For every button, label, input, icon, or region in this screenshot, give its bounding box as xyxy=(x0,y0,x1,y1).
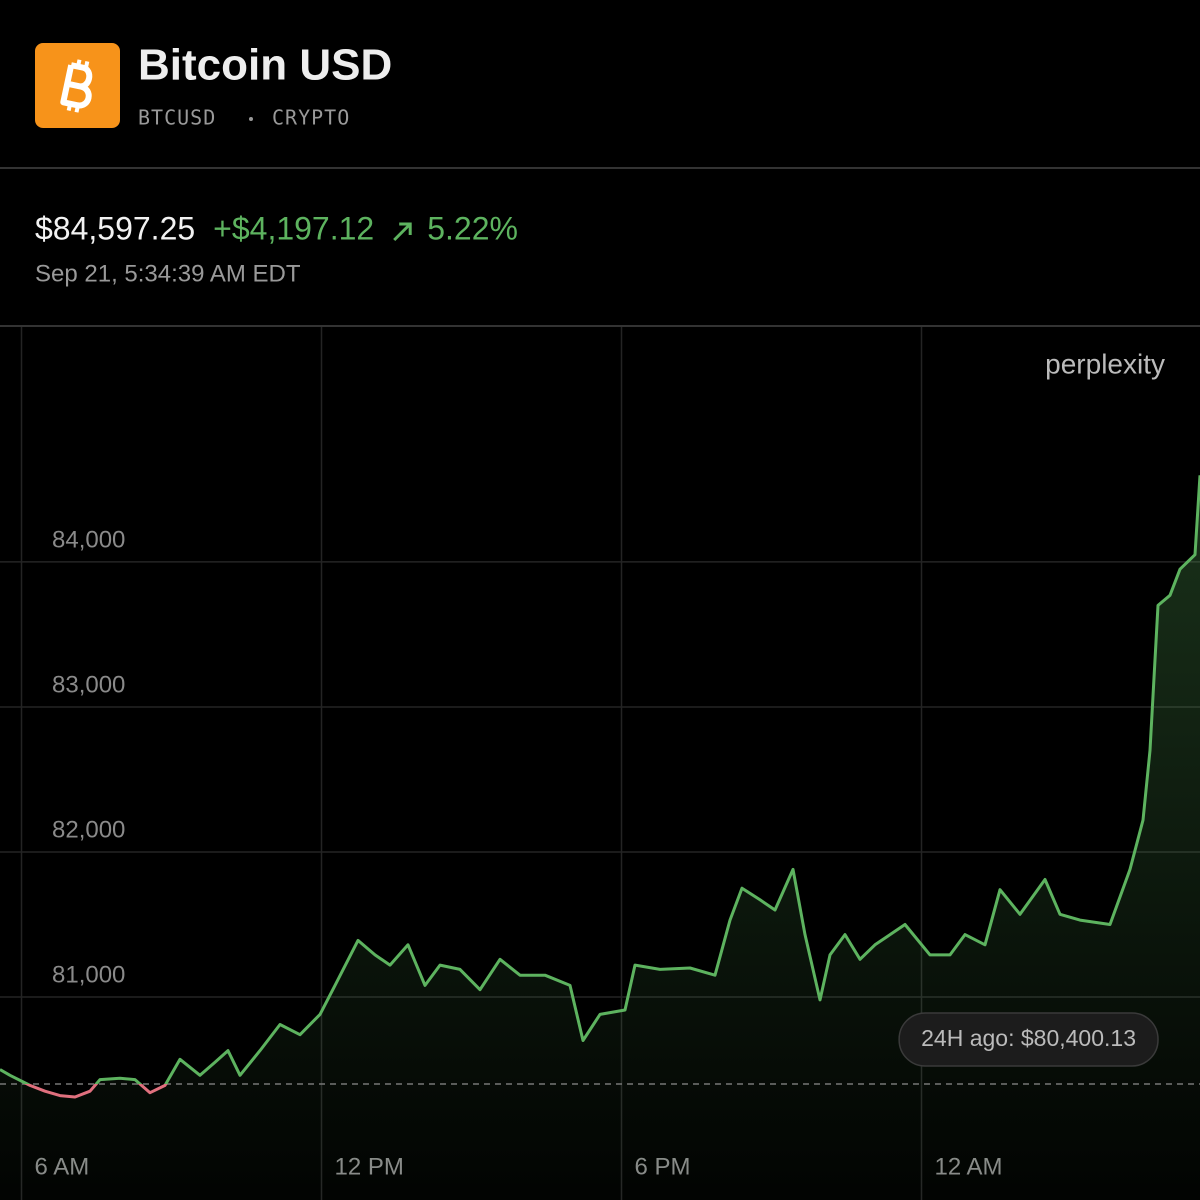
area xyxy=(0,475,1200,1200)
separator-dot xyxy=(249,117,253,121)
y-tick-label: 84,000 xyxy=(52,526,125,553)
baseline-label: 24H ago: $80,400.13 xyxy=(921,1025,1136,1051)
y-tick-label: 83,000 xyxy=(52,671,125,698)
brand: perplexity xyxy=(1045,348,1165,379)
badge-bg xyxy=(898,1012,1159,1067)
price: $84,597.25 xyxy=(35,210,195,246)
price-change: +$4,197.12 xyxy=(213,210,374,246)
icon-glyph xyxy=(60,59,93,113)
timestamp: Sep 21, 5:34:39 AM EDT xyxy=(35,260,301,287)
y-tick-label: 82,000 xyxy=(52,816,125,843)
y-tick-label: 81,000 xyxy=(52,961,125,988)
up-arrow xyxy=(393,222,412,242)
baseline-badge: 24H ago: $80,400.13 xyxy=(898,1012,1159,1067)
title: Bitcoin USD xyxy=(138,41,392,90)
symbol: BTCUSD xyxy=(138,106,216,130)
market: CRYPTO xyxy=(272,106,350,130)
ticker-icon xyxy=(35,43,120,128)
price-line xyxy=(0,475,1200,1099)
price-change-percent: 5.22% xyxy=(427,210,518,246)
